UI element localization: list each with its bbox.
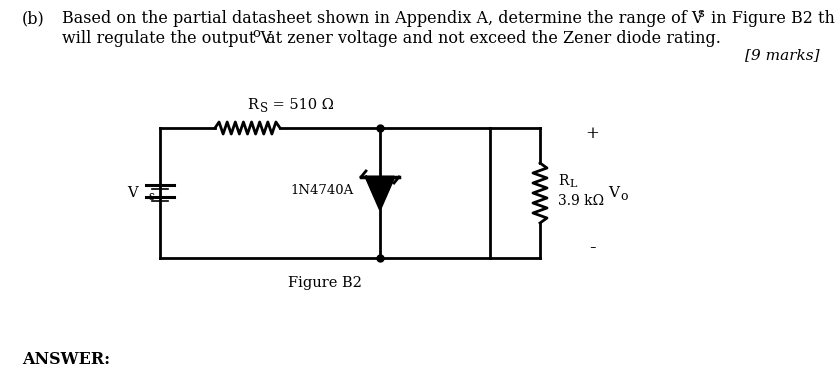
Text: 3.9 kΩ: 3.9 kΩ [558,194,605,208]
Text: (b): (b) [22,10,45,27]
Text: V: V [608,186,619,200]
Text: V: V [128,186,138,200]
Text: at zener voltage and not exceed the Zener diode rating.: at zener voltage and not exceed the Zene… [261,30,721,47]
Text: Based on the partial datasheet shown in Appendix A, determine the range of V: Based on the partial datasheet shown in … [62,10,703,27]
Text: s: s [697,7,704,20]
Text: R: R [247,98,258,112]
Text: S: S [260,102,268,115]
Text: [9 marks]: [9 marks] [746,48,820,62]
Text: o: o [620,189,627,203]
Text: L: L [569,179,576,189]
Polygon shape [366,177,394,209]
Text: ANSWER:: ANSWER: [22,351,110,368]
Text: will regulate the output V: will regulate the output V [62,30,272,47]
Text: = 510 Ω: = 510 Ω [268,98,334,112]
Text: 1N4740A: 1N4740A [291,185,354,197]
Text: in Figure B2 that: in Figure B2 that [706,10,835,27]
Text: +: + [585,125,599,142]
Text: o: o [252,27,260,40]
Text: Figure B2: Figure B2 [288,276,362,290]
Text: R: R [558,174,569,188]
Text: s: s [148,189,154,203]
Text: -: - [589,239,595,257]
